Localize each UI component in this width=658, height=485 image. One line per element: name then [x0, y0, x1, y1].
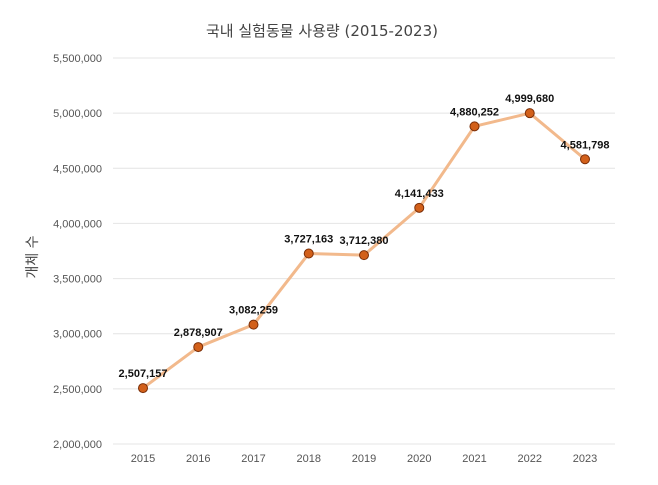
data-label: 2,507,157: [119, 368, 168, 380]
data-point: [193, 342, 204, 353]
y-tick-label: 4,500,000: [53, 163, 102, 175]
data-point: [469, 121, 480, 132]
data-point: [248, 319, 259, 330]
data-label: 4,999,680: [505, 93, 554, 105]
y-tick-label: 4,000,000: [53, 218, 102, 230]
data-label: 3,727,163: [284, 234, 333, 246]
y-tick-label: 5,500,000: [53, 53, 102, 65]
chart-title: 국내 실험동물 사용량 (2015-2023): [206, 22, 438, 40]
x-tick-label: 2019: [352, 453, 376, 465]
data-label: 4,141,433: [395, 188, 444, 200]
x-tick-label: 2016: [186, 453, 210, 465]
y-tick-label: 2,500,000: [53, 384, 102, 396]
data-point: [138, 383, 148, 394]
data-point: [414, 202, 425, 213]
y-tick-label: 5,000,000: [53, 108, 102, 120]
data-point: [359, 250, 369, 261]
data-point: [303, 248, 314, 259]
data-label: 3,712,380: [340, 235, 389, 247]
data-label: 2,878,907: [174, 327, 223, 339]
x-tick-label: 2017: [241, 453, 265, 465]
x-tick-label: 2022: [518, 453, 542, 465]
y-tick-label: 2,000,000: [53, 439, 102, 451]
y-tick-label: 3,500,000: [53, 274, 102, 286]
x-tick-label: 2015: [131, 453, 155, 465]
x-tick-label: 2020: [407, 453, 431, 465]
y-axis-label: 개체 수: [25, 235, 41, 278]
x-tick-label: 2018: [297, 453, 321, 465]
y-tick-label: 3,000,000: [53, 329, 102, 341]
data-point: [580, 154, 590, 165]
data-label: 4,880,252: [450, 106, 499, 118]
x-tick-label: 2023: [573, 453, 597, 465]
x-tick-label: 2021: [462, 453, 486, 465]
data-label: 3,082,259: [229, 305, 278, 317]
data-point: [524, 108, 535, 119]
data-label: 4,581,798: [561, 139, 610, 151]
